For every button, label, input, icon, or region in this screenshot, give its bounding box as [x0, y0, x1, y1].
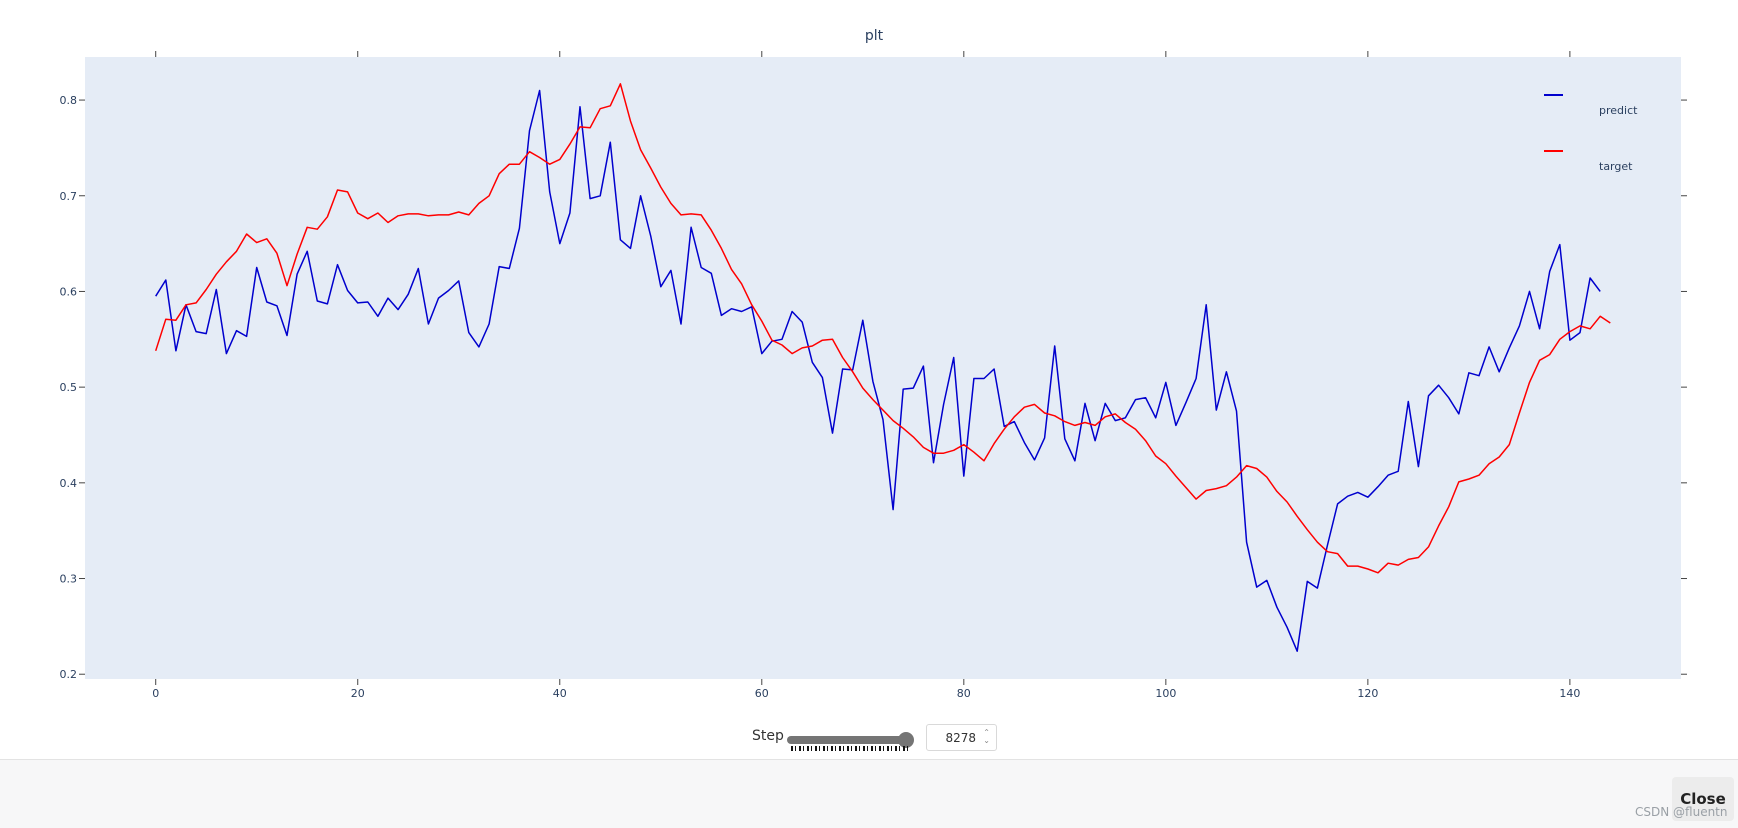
y-tick-label: 0.4 [60, 477, 78, 490]
y-tick-label: 0.7 [60, 190, 78, 203]
x-tick-label: 100 [1155, 687, 1176, 700]
legend-label-target: target [1599, 160, 1633, 173]
y-tick-label: 0.6 [60, 285, 78, 298]
x-tick-label: 20 [351, 687, 365, 700]
step-slider-ticks [791, 746, 909, 751]
watermark: CSDN @fluentn [1635, 805, 1728, 819]
step-input[interactable]: 8278 ⌃ ⌄ [926, 724, 997, 751]
chart-title: plt [865, 28, 884, 44]
step-spinner-icon[interactable]: ⌃ ⌄ [983, 728, 990, 745]
chart: plt 0 20 40 60 80 100 120 140 0.2 0.3 0.4 0.5 0.6 0.7 0… [60, 28, 1687, 700]
x-tick-label: 60 [755, 687, 769, 700]
plot-background [85, 57, 1681, 679]
y-tick-label: 0.3 [60, 573, 78, 586]
x-tick-label: 140 [1559, 687, 1580, 700]
series-line-predict [155, 89, 1601, 652]
step-value[interactable]: 8278 [945, 731, 976, 745]
step-slider-thumb[interactable] [898, 732, 914, 748]
step-label: Step [752, 728, 784, 744]
x-tick-label: 120 [1357, 687, 1378, 700]
y-tick-label: 0.2 [60, 668, 78, 681]
step-slider-track[interactable] [787, 736, 907, 744]
close-button[interactable]: Close [1672, 777, 1734, 821]
x-tick-label: 80 [957, 687, 971, 700]
y-tick-label: 0.8 [60, 94, 78, 107]
y-tick-label: 0.5 [60, 381, 78, 394]
footer-bar: Close CSDN @fluentn [0, 759, 1738, 828]
legend-label-predict: predict [1599, 104, 1638, 117]
x-tick-label: 40 [553, 687, 567, 700]
step-controls: Step 8278 ⌃ ⌄ [0, 715, 1738, 759]
x-tick-label: 0 [152, 687, 159, 700]
series-line-target [154, 83, 1611, 574]
